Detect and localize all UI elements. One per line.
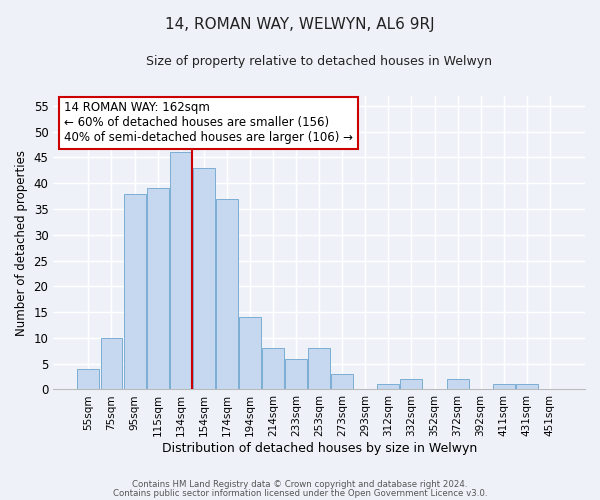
Bar <box>493 384 515 390</box>
Text: Contains HM Land Registry data © Crown copyright and database right 2024.: Contains HM Land Registry data © Crown c… <box>132 480 468 489</box>
Title: Size of property relative to detached houses in Welwyn: Size of property relative to detached ho… <box>146 55 492 68</box>
Bar <box>239 318 261 390</box>
Y-axis label: Number of detached properties: Number of detached properties <box>15 150 28 336</box>
Text: Contains public sector information licensed under the Open Government Licence v3: Contains public sector information licen… <box>113 488 487 498</box>
Text: 14, ROMAN WAY, WELWYN, AL6 9RJ: 14, ROMAN WAY, WELWYN, AL6 9RJ <box>165 18 435 32</box>
Bar <box>285 358 307 390</box>
Bar <box>77 369 100 390</box>
Bar <box>377 384 400 390</box>
Bar <box>446 379 469 390</box>
Bar <box>146 188 169 390</box>
Text: 14 ROMAN WAY: 162sqm
← 60% of detached houses are smaller (156)
40% of semi-deta: 14 ROMAN WAY: 162sqm ← 60% of detached h… <box>64 102 353 144</box>
Bar <box>400 379 422 390</box>
Bar <box>193 168 215 390</box>
Bar <box>331 374 353 390</box>
X-axis label: Distribution of detached houses by size in Welwyn: Distribution of detached houses by size … <box>161 442 477 455</box>
Bar <box>216 198 238 390</box>
Bar <box>308 348 330 390</box>
Bar <box>101 338 122 390</box>
Bar <box>262 348 284 390</box>
Bar <box>170 152 191 390</box>
Bar <box>124 194 146 390</box>
Bar <box>516 384 538 390</box>
